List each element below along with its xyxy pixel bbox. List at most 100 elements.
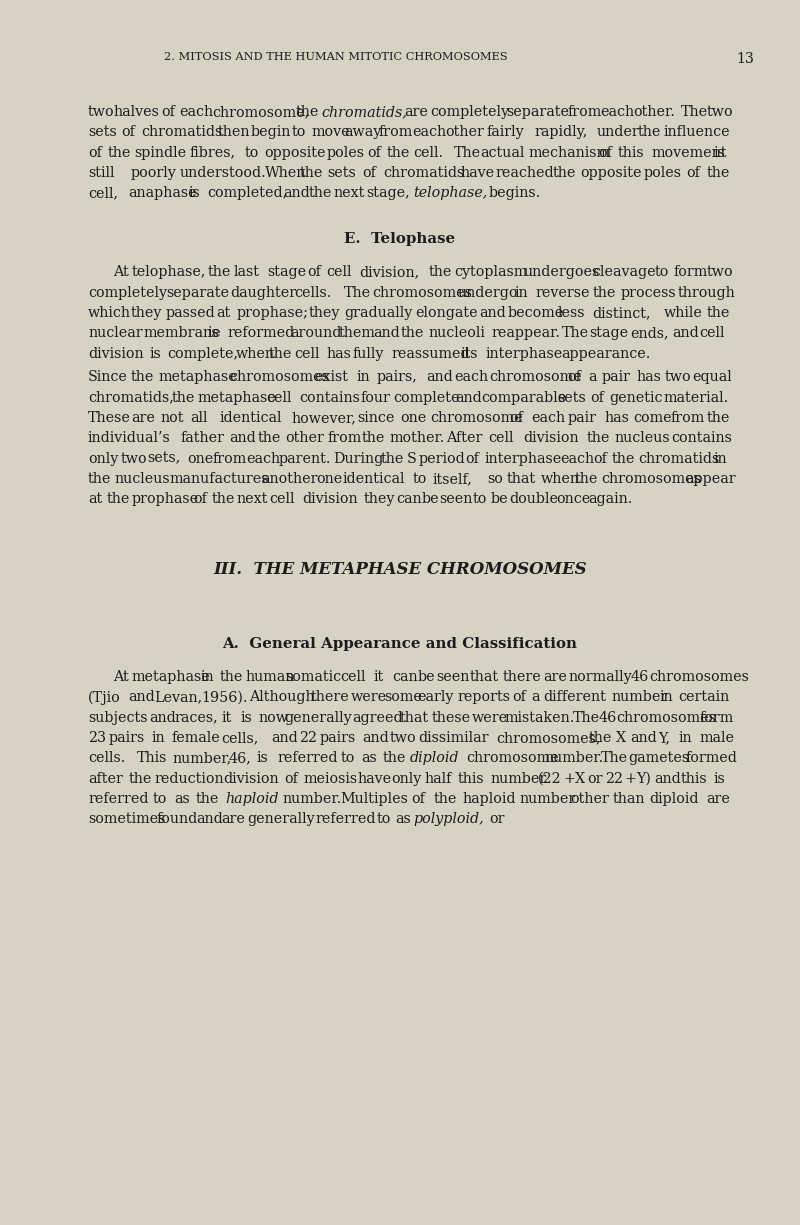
Text: in: in: [659, 691, 673, 704]
Text: to: to: [153, 791, 167, 806]
Text: in: in: [714, 452, 727, 466]
Text: cells,: cells,: [222, 731, 258, 745]
Text: polyploid,: polyploid,: [414, 812, 484, 827]
Text: after: after: [88, 772, 123, 785]
Text: come: come: [634, 410, 672, 425]
Text: in: in: [201, 670, 214, 684]
Text: comparable: comparable: [482, 391, 566, 404]
Text: Y): Y): [636, 772, 651, 785]
Text: as: as: [174, 791, 190, 806]
Text: father: father: [180, 431, 224, 445]
Text: the: the: [429, 266, 452, 279]
Text: contains: contains: [299, 391, 360, 404]
Text: chromosomes: chromosomes: [229, 370, 329, 385]
Text: chromosomes,: chromosomes,: [496, 731, 600, 745]
Text: the: the: [574, 472, 598, 486]
Text: reached: reached: [496, 165, 554, 180]
Text: cell: cell: [340, 670, 366, 684]
Text: influence: influence: [664, 125, 730, 140]
Text: reverse: reverse: [536, 285, 590, 300]
Text: and: and: [455, 391, 482, 404]
Text: the: the: [171, 391, 194, 404]
Text: of: of: [466, 452, 479, 466]
Text: the: the: [211, 492, 234, 506]
Text: (22: (22: [538, 772, 562, 785]
Text: chromosome: chromosome: [466, 751, 559, 766]
Text: the: the: [588, 731, 611, 745]
Text: X: X: [616, 731, 626, 745]
Text: each: each: [412, 125, 446, 140]
Text: meiosis: meiosis: [303, 772, 358, 785]
Text: from: from: [213, 452, 247, 466]
Text: the: the: [593, 285, 616, 300]
Text: early: early: [418, 691, 454, 704]
Text: diploid: diploid: [649, 791, 698, 806]
Text: while: while: [664, 306, 702, 320]
Text: it: it: [373, 670, 383, 684]
Text: as: as: [362, 751, 378, 766]
Text: formed: formed: [685, 751, 737, 766]
Text: 2. MITOSIS AND THE HUMAN MITOTIC CHROMOSOMES: 2. MITOSIS AND THE HUMAN MITOTIC CHROMOS…: [164, 51, 508, 62]
Text: not: not: [161, 410, 185, 425]
Text: opposite: opposite: [264, 146, 326, 159]
Text: The: The: [601, 751, 628, 766]
Text: chromosome,: chromosome,: [213, 105, 310, 119]
Text: poorly: poorly: [130, 165, 176, 180]
Text: form: form: [674, 266, 707, 279]
Text: of: of: [193, 492, 207, 506]
Text: identical: identical: [343, 472, 406, 486]
Text: it: it: [222, 710, 232, 725]
Text: 22: 22: [298, 731, 317, 745]
Text: when: when: [541, 472, 580, 486]
Text: number: number: [519, 791, 576, 806]
Text: chromatids,: chromatids,: [88, 391, 174, 404]
Text: pairs,: pairs,: [377, 370, 418, 385]
Text: is: is: [714, 772, 726, 785]
Text: is: is: [240, 710, 252, 725]
Text: half: half: [424, 772, 451, 785]
Text: separate: separate: [506, 105, 569, 119]
Text: the: the: [706, 306, 730, 320]
Text: chromatids: chromatids: [638, 452, 719, 466]
Text: division,: division,: [360, 266, 420, 279]
Text: diploid: diploid: [410, 751, 459, 766]
Text: cytoplasm: cytoplasm: [454, 266, 528, 279]
Text: agreed: agreed: [352, 710, 403, 725]
Text: or: or: [489, 812, 504, 827]
Text: contains: contains: [670, 431, 732, 445]
Text: period: period: [418, 452, 465, 466]
Text: equal: equal: [692, 370, 732, 385]
Text: the: the: [382, 751, 406, 766]
Text: prophase: prophase: [132, 492, 199, 506]
Text: in: in: [514, 285, 529, 300]
Text: from: from: [327, 431, 362, 445]
Text: interphase: interphase: [486, 347, 563, 360]
Text: away: away: [345, 125, 382, 140]
Text: can: can: [396, 492, 422, 506]
Text: each: each: [246, 452, 280, 466]
Text: (Tjio: (Tjio: [88, 691, 121, 704]
Text: to: to: [292, 125, 306, 140]
Text: division: division: [302, 492, 358, 506]
Text: identical: identical: [219, 410, 282, 425]
Text: referred: referred: [88, 791, 149, 806]
Text: stage: stage: [589, 326, 628, 341]
Text: of: of: [686, 165, 700, 180]
Text: membrane: membrane: [144, 326, 222, 341]
Text: are: are: [543, 670, 567, 684]
Text: once: once: [556, 492, 590, 506]
Text: pairs: pairs: [319, 731, 356, 745]
Text: the: the: [269, 347, 292, 360]
Text: so: so: [487, 472, 503, 486]
Text: opposite: opposite: [580, 165, 642, 180]
Text: the: the: [257, 431, 281, 445]
Text: X: X: [575, 772, 586, 785]
Text: reformed: reformed: [227, 326, 294, 341]
Text: in: in: [151, 731, 165, 745]
Text: less: less: [557, 306, 585, 320]
Text: the: the: [106, 492, 130, 506]
Text: division: division: [523, 431, 578, 445]
Text: 46,: 46,: [229, 751, 251, 766]
Text: reduction: reduction: [154, 772, 224, 785]
Text: chromosomes: chromosomes: [617, 710, 717, 725]
